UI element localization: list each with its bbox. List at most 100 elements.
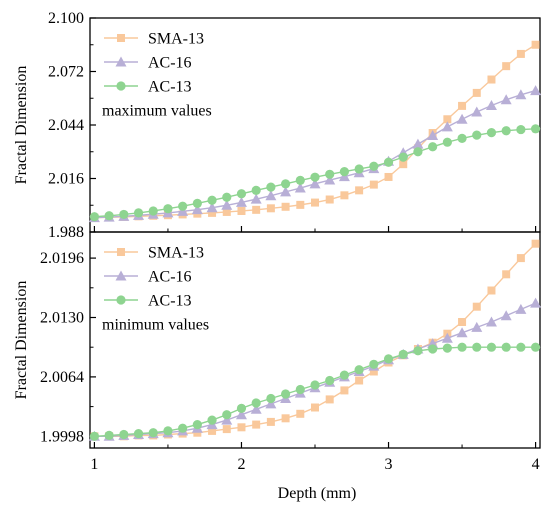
data-point: [354, 365, 364, 375]
data-point: [442, 343, 452, 353]
data-point: [250, 193, 262, 204]
data-point: [148, 428, 158, 438]
data-point: [413, 147, 423, 157]
data-point: [501, 126, 511, 136]
legend-entry: SMA-13: [104, 245, 204, 262]
data-point: [208, 208, 217, 217]
data-point: [252, 205, 261, 214]
data-point: [281, 414, 290, 423]
data-point: [516, 254, 525, 263]
legend-marker: [115, 270, 127, 281]
y-tick-label: 2.044: [48, 117, 84, 134]
data-point: [500, 310, 512, 321]
data-point: [177, 205, 189, 216]
data-point: [295, 384, 305, 395]
data-point: [294, 182, 306, 193]
data-point: [458, 318, 467, 326]
data-point: [369, 161, 379, 171]
panel-annotation: minimum values: [102, 317, 209, 334]
data-point: [456, 327, 468, 338]
data-point: [295, 175, 305, 186]
data-point: [472, 88, 481, 97]
x-axis-title: Depth (mm): [278, 485, 357, 502]
data-point: [89, 431, 100, 441]
data-point: [355, 376, 364, 385]
data-point: [500, 94, 512, 105]
data-point: [250, 403, 262, 414]
data-point: [502, 62, 511, 71]
data-point: [163, 204, 173, 214]
data-point: [280, 186, 292, 197]
data-point: [222, 192, 232, 202]
y-tick-label: 2.0196: [40, 250, 84, 267]
data-point: [266, 182, 276, 192]
data-point: [310, 380, 320, 390]
data-point: [339, 167, 350, 177]
data-point: [339, 370, 350, 380]
x-tick-label: 3: [385, 456, 393, 473]
data-point: [266, 393, 276, 404]
data-point: [266, 204, 275, 213]
data-point: [222, 425, 231, 434]
data-point: [222, 410, 232, 420]
data-point: [325, 195, 334, 204]
data-point: [501, 342, 511, 352]
data-point: [530, 342, 541, 352]
data-point: [251, 398, 261, 408]
legend-marker: [116, 295, 126, 305]
data-point: [457, 133, 467, 143]
data-point: [457, 342, 467, 352]
data-point: [104, 211, 114, 221]
data-point: [398, 349, 408, 359]
data-point: [472, 130, 482, 140]
x-tick-label: 2: [237, 456, 245, 473]
data-point: [207, 195, 217, 205]
legend-label: SMA-13: [148, 245, 204, 262]
data-point: [236, 403, 247, 413]
data-point: [428, 142, 438, 152]
bottom-panel-min: 1.9998 2.0064 2.0130 2.0196 1 2 3 4 Fractal Dime…: [13, 231, 542, 502]
data-point: [178, 201, 188, 211]
data-point: [237, 423, 246, 432]
data-point: [384, 172, 393, 181]
data-point: [369, 180, 378, 189]
data-point: [296, 200, 305, 209]
data-point: [441, 121, 453, 132]
data-point: [266, 417, 275, 426]
data-point: [148, 206, 158, 216]
legend-marker: [115, 56, 127, 67]
data-point: [516, 124, 526, 135]
legend-label: AC-16: [148, 269, 192, 286]
data-point: [487, 75, 496, 84]
data-point: [311, 198, 319, 207]
data-point: [163, 426, 173, 436]
data-point: [458, 101, 467, 110]
data-point: [486, 128, 497, 138]
data-point: [398, 152, 408, 162]
data-point: [178, 423, 188, 433]
legend-entry: AC-16: [104, 269, 192, 286]
legend-entry: AC-16: [104, 55, 192, 72]
data-point: [311, 403, 319, 412]
data-point: [280, 389, 291, 399]
data-point: [530, 85, 542, 96]
y-tick-label: 2.016: [48, 171, 84, 188]
data-point: [354, 164, 364, 174]
legend-label: SMA-13: [148, 31, 204, 48]
data-point: [472, 342, 482, 352]
data-point: [310, 172, 320, 182]
data-point: [399, 160, 408, 169]
data-point: [104, 430, 114, 440]
legend-entry: AC-13: [104, 79, 192, 96]
panel-annotation: maximum values: [102, 103, 212, 120]
data-point: [252, 420, 261, 429]
data-point: [413, 346, 423, 356]
data-point: [221, 199, 233, 210]
data-point: [207, 415, 217, 425]
data-point: [472, 302, 481, 311]
data-point: [208, 426, 217, 435]
data-point: [192, 198, 202, 208]
data-point: [235, 196, 247, 207]
